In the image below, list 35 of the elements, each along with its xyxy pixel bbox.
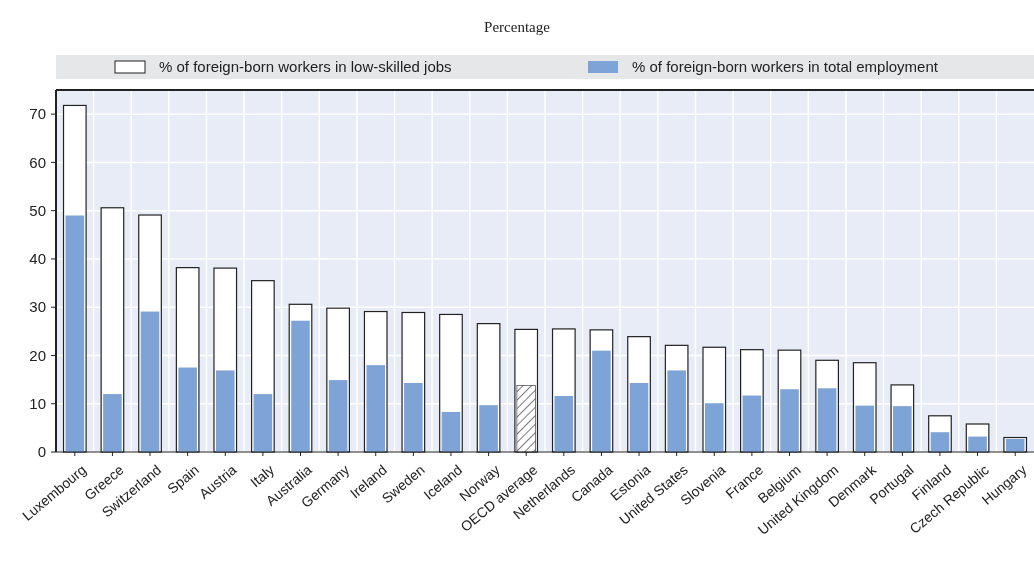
bar: [742, 395, 762, 452]
bar: [930, 432, 950, 452]
y-tick-label: 0: [37, 443, 46, 461]
y-tick-label: 10: [29, 394, 46, 412]
bar: [667, 370, 686, 452]
bar: [404, 382, 423, 452]
bar: [215, 370, 235, 452]
bar: [366, 365, 386, 452]
bar: [441, 411, 461, 452]
bar: [704, 403, 724, 452]
bar: [855, 405, 875, 452]
y-tick-label: 50: [29, 201, 46, 219]
y-tick-label: 20: [29, 346, 46, 364]
bar: [968, 436, 987, 452]
bar: [780, 389, 799, 452]
bar: [291, 320, 310, 452]
bar: [328, 380, 348, 452]
bar: [178, 367, 197, 452]
legend-label: % of foreign-born workers in total employment: [632, 58, 939, 75]
y-tick-label: 70: [29, 105, 46, 123]
chart-subtitle: Percentage: [484, 19, 551, 35]
bar: [554, 396, 574, 452]
bar: [140, 311, 160, 452]
bar: [817, 388, 837, 452]
bar: [479, 405, 498, 452]
legend-label: % of foreign-born workers in low-skilled jobs: [159, 58, 452, 75]
bar: [253, 394, 273, 452]
y-tick-label: 60: [29, 153, 46, 171]
y-tick-label: 40: [29, 250, 46, 268]
bar: [629, 382, 649, 452]
bar: [65, 215, 85, 452]
bar: [893, 406, 912, 452]
bar: [592, 350, 611, 452]
y-tick-label: 30: [29, 298, 46, 316]
bar: [103, 394, 122, 452]
